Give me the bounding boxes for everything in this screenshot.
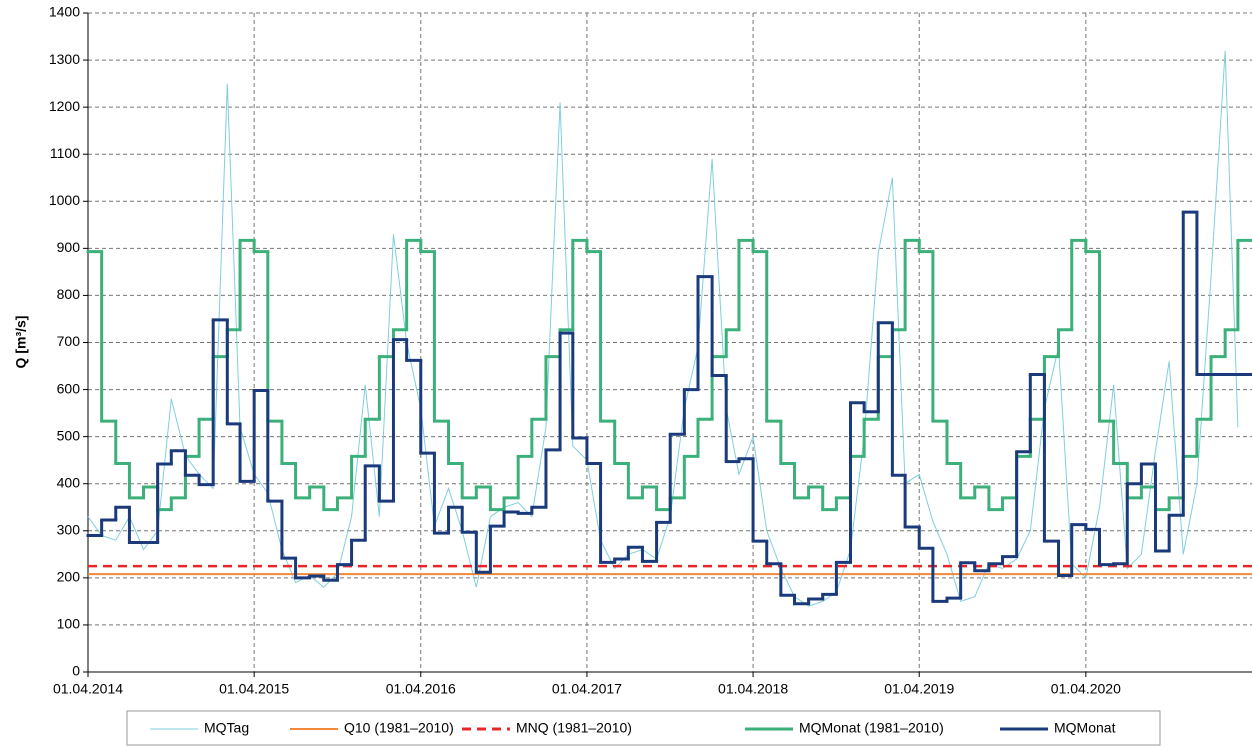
x-tick-label: 01.04.2016 (386, 681, 456, 697)
y-tick-label: 800 (57, 286, 81, 302)
y-tick-label: 1200 (49, 98, 80, 114)
legend-label: Q10 (1981–2010) (344, 720, 454, 736)
y-tick-label: 1100 (50, 145, 80, 161)
x-tick-label: 01.04.2019 (884, 681, 954, 697)
legend-label: MQMonat (1054, 720, 1116, 736)
y-tick-label: 700 (57, 333, 81, 349)
y-tick-label: 1300 (49, 51, 80, 67)
y-tick-label: 400 (57, 474, 81, 490)
x-tick-label: 01.04.2014 (53, 681, 123, 697)
legend-label: MNQ (1981–2010) (516, 720, 632, 736)
legend-label: MQMonat (1981–2010) (799, 720, 944, 736)
y-tick-label: 1000 (49, 192, 80, 208)
daily-line (87, 50, 1239, 607)
x-tick-label: 01.04.2020 (1051, 681, 1121, 697)
y-tick-label: 0 (72, 663, 80, 679)
x-tick-label: 01.04.2017 (552, 681, 622, 697)
x-tick-label: 01.04.2015 (219, 681, 289, 697)
y-tick-label: 1400 (49, 4, 80, 20)
y-tick-label: 200 (57, 569, 81, 585)
x-tick-label: 01.04.2018 (718, 681, 788, 697)
y-tick-label: 300 (57, 521, 81, 537)
y-tick-label: 500 (57, 427, 81, 443)
y-tick-label: 600 (57, 380, 81, 396)
y-tick-label: 900 (57, 239, 81, 255)
legend-label: MQTag (204, 720, 249, 736)
y-axis-label: Q [m³/s] (13, 316, 29, 369)
y-tick-label: 100 (57, 616, 81, 632)
